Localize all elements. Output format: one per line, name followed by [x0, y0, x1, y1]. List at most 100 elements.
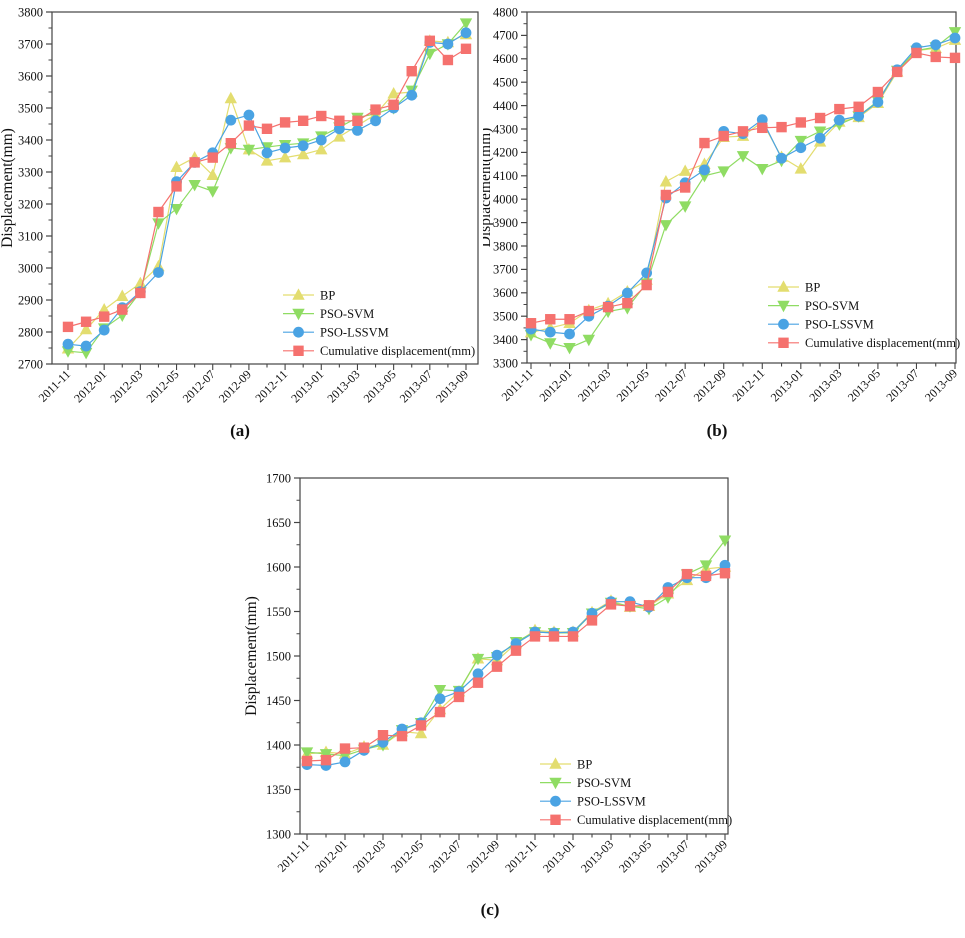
legend-item-BP: BP [540, 757, 592, 771]
x-tick-label: 2013-09 [433, 367, 471, 405]
legend-item-BP: BP [283, 288, 335, 302]
y-tick-label: 3300 [18, 165, 43, 179]
x-tick-label: 2013-07 [883, 366, 921, 404]
legend-label: PSO-LSSVM [805, 318, 874, 332]
y-tick-label: 4500 [493, 76, 518, 90]
legend-item-Cumulative displacement(mm): Cumulative displacement(mm) [768, 336, 960, 350]
y-tick-label: 1450 [266, 694, 291, 708]
y-tick-label: 3300 [493, 356, 518, 370]
legend-label: Cumulative displacement(mm) [320, 344, 475, 358]
x-tick-label: 2012-03 [350, 837, 388, 875]
y-tick-label: 3700 [493, 263, 518, 277]
legend-label: PSO-SVM [805, 299, 859, 313]
series-Cumulative displacement(mm) [301, 568, 731, 767]
x-tick-label: 2013-01 [768, 366, 806, 404]
x-tick-label: 2011-11 [499, 366, 537, 404]
legend-label: PSO-SVM [577, 776, 631, 790]
x-tick-label: 2012-11 [730, 366, 768, 404]
x-tick-label: 2013-07 [654, 837, 692, 875]
y-tick-label: 1400 [266, 738, 291, 752]
y-tick-label: 4100 [493, 169, 518, 183]
legend-label: PSO-LSSVM [320, 326, 389, 340]
y-tick-label: 3800 [18, 5, 43, 19]
y-tick-label: 4600 [493, 52, 518, 66]
x-tick-label: 2013-05 [845, 366, 883, 404]
chart-a: 2700 2800 2900 3000 3100 3200 3300 3400 3500 3600… [0, 0, 483, 452]
x-tick-label: 2012-07 [426, 837, 464, 875]
chart-a-caption: (a) [230, 421, 250, 440]
x-tick-label: 2012-01 [71, 367, 109, 405]
x-tick-label: 2012-11 [502, 837, 540, 875]
legend-item-PSO-LSSVM: PSO-LSSVM [283, 326, 389, 340]
legend-item-PSO-LSSVM: PSO-LSSVM [540, 795, 646, 809]
x-tick-label: 2012-03 [107, 367, 145, 405]
legend-label: Cumulative displacement(mm) [577, 813, 732, 827]
y-tick-label: 1550 [266, 605, 291, 619]
y-tick-label: 3200 [18, 197, 43, 211]
x-tick-label: 2013-05 [361, 367, 399, 405]
y-tick-label: 2700 [18, 357, 43, 371]
y-tick-label: 3700 [18, 37, 43, 51]
x-tick-label: 2012-01 [312, 837, 350, 875]
y-tick-label: 4400 [493, 99, 518, 113]
y-tick-label: 1350 [266, 783, 291, 797]
legend: BP PSO-SVM PSO-LSSVM Cumulative displacemen… [768, 280, 960, 350]
x-tick-label: 2011-11 [36, 367, 74, 405]
x-tick-label: 2011-11 [275, 837, 313, 875]
y-tick-label: 1650 [266, 516, 291, 530]
y-tick-label: 4700 [493, 29, 518, 43]
y-tick-label: 1700 [266, 471, 291, 485]
x-tick-label: 2012-03 [575, 366, 613, 404]
y-tick-label: 2900 [18, 293, 43, 307]
x-tick-label: 2012-07 [652, 366, 690, 404]
x-tick-label: 2013-03 [324, 367, 362, 405]
legend: BP PSO-SVM PSO-LSSVM Cumulative displacemen… [540, 757, 732, 827]
x-tick-label: 2013-03 [578, 837, 616, 875]
y-tick-label: 3000 [18, 261, 43, 275]
legend-item-BP: BP [768, 280, 820, 294]
chart-c-plot: 1300 1350 1400 1450 1500 1550 1600 1650 1700 2011… [243, 471, 732, 875]
legend-label: BP [805, 280, 820, 294]
y-tick-label: 3900 [493, 216, 518, 230]
x-tick-label: 2012-09 [464, 837, 502, 875]
series-Cumulative displacement(mm) [525, 47, 961, 329]
x-tick-label: 2012-05 [143, 367, 181, 405]
legend-label: Cumulative displacement(mm) [805, 336, 960, 350]
y-tick-label: 1600 [266, 560, 291, 574]
x-tick-label: 2013-03 [806, 366, 844, 404]
y-tick-label: 3500 [18, 101, 43, 115]
series-PSO-LSSVM [62, 27, 472, 352]
y-axis-title: Displacement(mm) [0, 128, 16, 248]
chart-b-plot: 3300 3400 3500 3600 3700 3800 3900 4000 4100 4200… [483, 5, 962, 404]
x-tick-label: 2012-05 [614, 366, 652, 404]
legend: BP PSO-SVM PSO-LSSVM Cumulative displacemen… [283, 288, 475, 358]
x-tick-label: 2013-09 [692, 837, 730, 875]
x-tick-label: 2012-05 [388, 837, 426, 875]
x-tick-label: 2012-09 [216, 367, 254, 405]
x-tick-label: 2013-05 [616, 837, 654, 875]
y-tick-label: 3400 [18, 133, 43, 147]
y-tick-label: 4000 [493, 193, 518, 207]
y-tick-label: 3600 [18, 69, 43, 83]
legend-item-PSO-LSSVM: PSO-LSSVM [768, 318, 874, 332]
y-axis-title: Displacement(mm) [483, 128, 494, 248]
y-tick-label: 4200 [493, 146, 518, 160]
chart-c: 1300 1350 1400 1450 1500 1550 1600 1650 1700 2011… [240, 460, 800, 938]
y-tick-label: 3100 [18, 229, 43, 243]
x-tick-label: 2012-01 [536, 366, 574, 404]
chart-b: 3300 3400 3500 3600 3700 3800 3900 4000 4100 4200… [483, 0, 965, 452]
legend-label: BP [320, 288, 335, 302]
y-tick-label: 3600 [493, 286, 518, 300]
y-axis-title: Displacement(mm) [243, 596, 260, 716]
legend-item-PSO-SVM: PSO-SVM [540, 776, 631, 790]
x-tick-label: 2013-09 [922, 366, 960, 404]
series-PSO-LSSVM [525, 32, 961, 340]
legend-item-PSO-SVM: PSO-SVM [768, 299, 859, 313]
legend-label: BP [577, 757, 592, 771]
legend-label: PSO-LSSVM [577, 795, 646, 809]
y-tick-label: 3800 [493, 239, 518, 253]
chart-b-caption: (b) [706, 421, 728, 440]
chart-a-plot: 2700 2800 2900 3000 3100 3200 3300 3400 3500 3600… [0, 5, 479, 405]
x-tick-label: 2012-11 [252, 367, 290, 405]
